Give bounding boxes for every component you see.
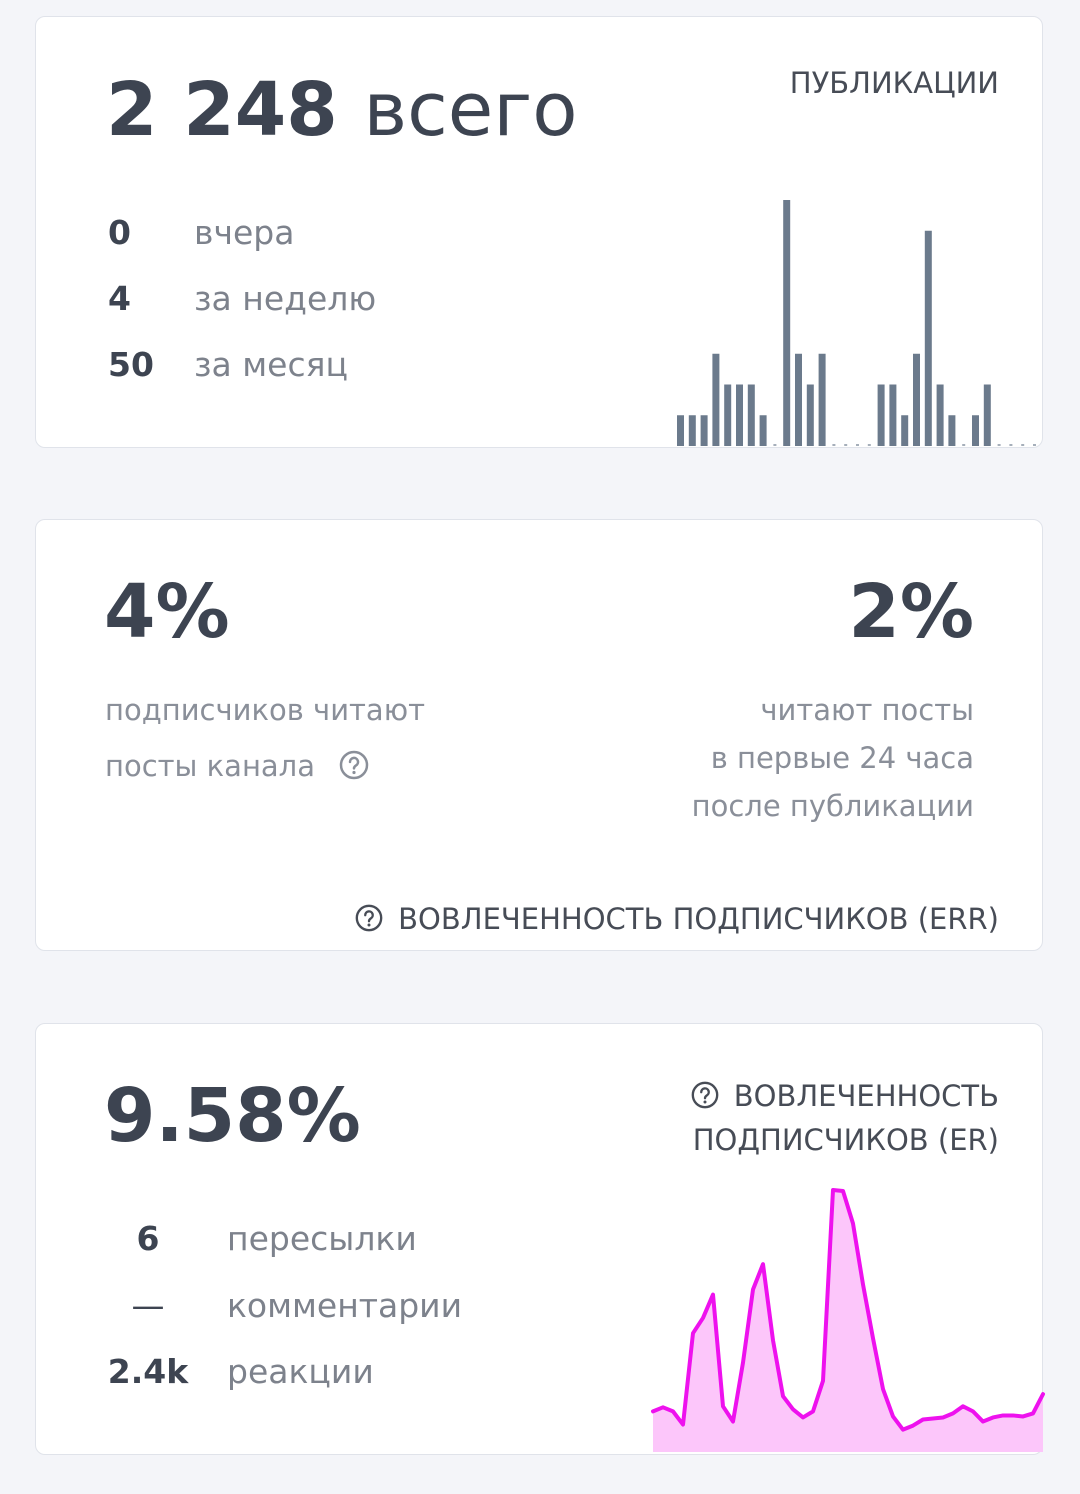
bar (972, 415, 979, 446)
publications-card: 2 248 всего ПУБЛИКАЦИИ 0 вчера 4 за неде… (35, 16, 1043, 448)
stat-value: — (131, 1286, 165, 1325)
card-title-text: ВОВЛЕЧЕННОСТЬ ПОДПИСЧИКОВ (ERR) (398, 902, 999, 936)
bar (700, 415, 708, 446)
help-icon[interactable] (690, 1080, 720, 1110)
zero-bar (997, 444, 1001, 446)
bar (783, 200, 791, 446)
stat-value: 50 (108, 345, 154, 384)
bar (913, 353, 920, 446)
stat-label: вчера (194, 213, 295, 252)
bar (877, 384, 885, 446)
err-card: 4% подписчиков читают посты канала 2% чи… (35, 519, 1043, 951)
stat-label: пересылки (227, 1219, 417, 1258)
bar (806, 384, 814, 446)
bar (736, 384, 743, 446)
stat-label: комментарии (227, 1286, 463, 1325)
bar (759, 415, 767, 446)
area-fill (653, 1190, 1043, 1452)
er-value: 9.58% (104, 1073, 361, 1159)
err-left-value: 4% (104, 569, 230, 655)
card-title: ПОДПИСЧИКОВ (ER) (692, 1123, 999, 1157)
stat-label: за неделю (194, 279, 377, 318)
zero-bar (856, 444, 859, 446)
bar-chart (677, 200, 1036, 446)
card-title: ПУБЛИКАЦИИ (789, 66, 999, 100)
err-right-value: 2% (848, 569, 974, 655)
bar (818, 353, 826, 446)
stat-label: реакции (227, 1352, 374, 1391)
card-title: ВОВЛЕЧЕННОСТЬ (690, 1076, 999, 1111)
card-title: ВОВЛЕЧЕННОСТЬ ПОДПИСЧИКОВ (ERR) (354, 899, 999, 934)
bar (747, 384, 755, 446)
area-line (651, 1188, 1045, 1432)
zero-bar (832, 444, 836, 446)
caption: после публикации (691, 789, 974, 823)
stat-value: 2.4k (107, 1352, 189, 1391)
stat-value: 0 (108, 213, 131, 252)
bar (889, 384, 897, 446)
bar (924, 230, 932, 446)
caption: посты канала (105, 744, 369, 783)
help-icon[interactable] (338, 749, 370, 781)
bar (724, 384, 732, 446)
caption-text: посты канала (105, 749, 315, 783)
bar (795, 353, 802, 446)
total-unit: всего (363, 67, 578, 153)
bar (948, 415, 956, 446)
card-title-text: ВОВЛЕЧЕННОСТЬ (733, 1079, 999, 1113)
bar (677, 415, 684, 446)
area-chart (651, 1188, 1045, 1452)
bar (936, 384, 944, 446)
stat-value: 4 (108, 279, 131, 318)
zero-bar (962, 444, 966, 446)
stat-label: за месяц (194, 345, 348, 384)
zero-bar (867, 444, 871, 446)
caption: читают посты (760, 693, 974, 727)
bar (983, 384, 991, 446)
bar (712, 353, 720, 446)
bar (901, 415, 909, 446)
total: 2 248 всего (106, 73, 577, 147)
zero-bar (844, 444, 848, 446)
caption: подписчиков читают (105, 693, 426, 727)
caption: в первые 24 часа (710, 741, 974, 775)
zero-bar (773, 444, 777, 446)
stat-value: 6 (136, 1219, 160, 1258)
bar (688, 415, 696, 446)
total-value: 2 248 (106, 67, 338, 153)
zero-bar (1021, 444, 1025, 446)
help-icon[interactable] (354, 903, 384, 933)
zero-bar (1009, 444, 1013, 446)
zero-bar (1033, 444, 1036, 446)
